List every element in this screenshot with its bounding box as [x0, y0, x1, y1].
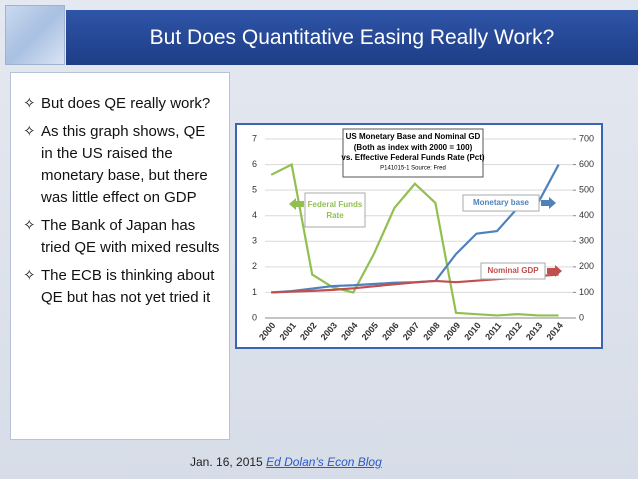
bullet: ✧ As this graph shows, QE in the US raise… — [23, 121, 221, 209]
legend-arrow — [541, 197, 556, 209]
legend-entry: Federal Funds Rate — [289, 192, 366, 228]
y2-tick-label: 600 — [579, 159, 594, 169]
y2-tick-label: 200 — [579, 261, 594, 271]
legend-box — [480, 262, 546, 280]
chart-subtitle: P141015-1 Source: Fred — [380, 166, 446, 172]
y-tick-label: 7 — [252, 133, 257, 143]
bullet-symbol: ✧ — [23, 123, 36, 140]
bullet: ✧ The ECB is thinking about QE but has no… — [23, 265, 221, 309]
bullet-text: As this graph shows, QE in the US raised… — [41, 123, 208, 206]
bullet-symbol: ✧ — [23, 267, 36, 284]
bullet: ✧ But does QE really work? — [23, 93, 221, 115]
legend-arrow — [289, 198, 304, 210]
chart-title-box — [342, 128, 484, 178]
y2-tick-label: 700 — [579, 133, 594, 143]
bullet-text: The ECB is thinking about QE but has not… — [41, 267, 215, 306]
thumbnail-image — [5, 5, 65, 65]
footer-date: Jan. 16, 2015 — [190, 455, 263, 469]
legend-entry: Monetary base — [462, 194, 556, 212]
bullet-symbol: ✧ — [23, 95, 36, 112]
y-tick-label: 4 — [252, 210, 257, 220]
legend-label: Federal Funds Rate — [308, 200, 363, 220]
bullet-text: The Bank of Japan has tried QE with mixe… — [41, 217, 220, 256]
legend-label: Monetary base — [473, 198, 530, 207]
footer-link[interactable]: Ed Dolan's Econ Blog — [266, 455, 382, 469]
legend-label-line: Federal Funds — [308, 200, 363, 209]
y2-tick-label: 500 — [579, 185, 594, 195]
legend-arrow — [547, 265, 562, 277]
y-tick-label: 5 — [252, 185, 257, 195]
y-tick-label: 3 — [252, 236, 257, 246]
y-tick-label: 2 — [252, 261, 257, 271]
legend-entry: Nominal GDP — [480, 262, 562, 280]
y-tick-label: 6 — [252, 159, 257, 169]
legend-label: Nominal GDP — [487, 266, 539, 275]
y2-tick-label: 300 — [579, 236, 594, 246]
legend-label-line: Rate — [326, 211, 344, 220]
y2-tick-label: 0 — [579, 312, 584, 322]
chart-title: US Monetary Base and Nominal GD — [346, 132, 481, 141]
bullet-text: But does QE really work? — [41, 95, 211, 112]
chart-subtitle: vs. Effective Federal Funds Rate (Pct) — [341, 153, 484, 162]
bullet-symbol: ✧ — [23, 217, 36, 234]
y-tick-label: 0 — [252, 312, 257, 322]
footer: Jan. 16, 2015 Ed Dolan's Econ Blog — [190, 455, 382, 469]
y2-tick-label: 400 — [579, 210, 594, 220]
legend-box — [304, 192, 366, 228]
y-tick-label: 1 — [252, 287, 257, 297]
y2-tick-label: 100 — [579, 287, 594, 297]
legend-box — [462, 194, 540, 212]
chart-subtitle: (Both as index with 2000 = 100) — [354, 143, 473, 152]
bullet-list: ✧ But does QE really work? ✧ As this graph … — [10, 72, 230, 440]
slide-title: But Does Quantitative Easing Really Work… — [66, 10, 638, 65]
data-line — [270, 162, 559, 317]
bullet: ✧ The Bank of Japan has tried QE with mix… — [23, 215, 221, 259]
